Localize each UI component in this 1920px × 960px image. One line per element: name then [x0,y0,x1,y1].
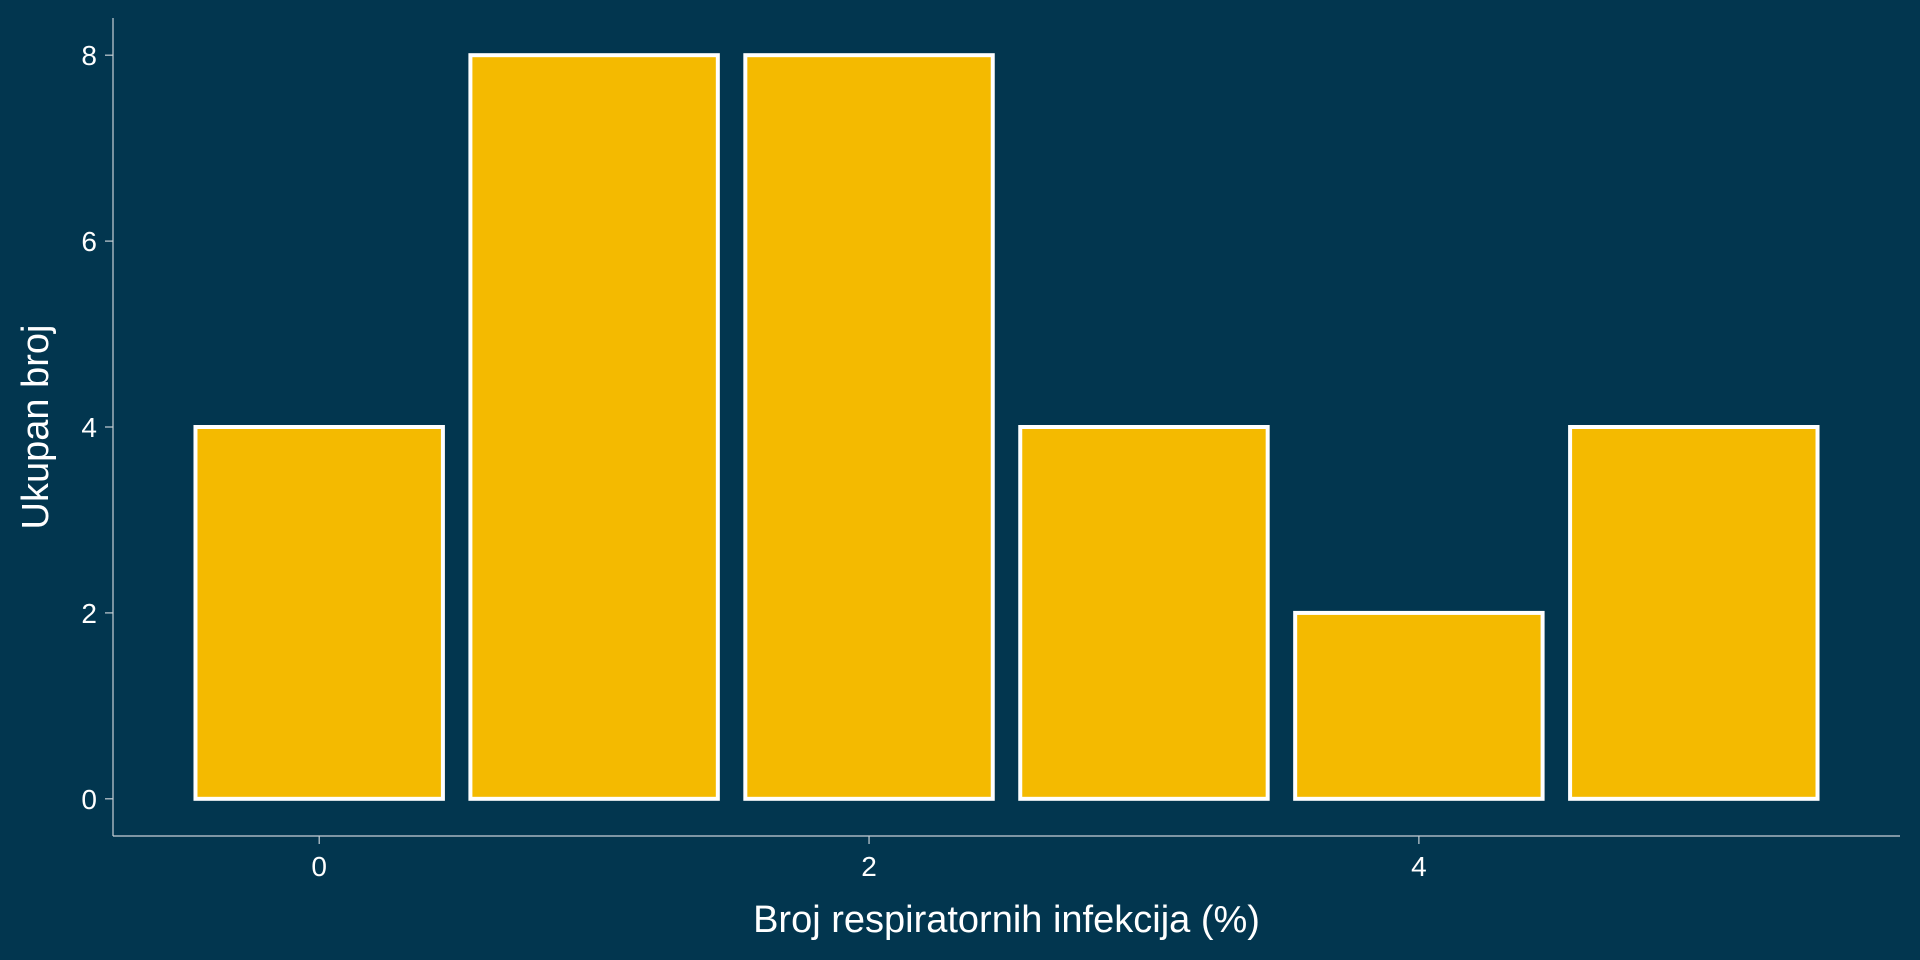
x-tick-label: 4 [1411,851,1427,882]
x-ticks: 0 2 4 [311,836,1427,882]
bar-1 [468,53,720,801]
bar-2 [743,53,995,801]
y-ticks: 0 2 4 6 8 [81,40,113,815]
bar-3 [1018,425,1270,801]
y-tick-label: 8 [81,40,97,71]
bars-layer [193,53,1820,801]
x-axis-title: Broj respiratornih infekcija (%) [753,899,1260,941]
y-tick-label: 4 [81,412,97,443]
bar-5 [1568,425,1820,801]
y-tick-label: 2 [81,598,97,629]
x-tick-label: 2 [861,851,877,882]
y-tick-label: 0 [81,784,97,815]
x-tick-label: 0 [311,851,327,882]
y-axis-title: Ukupan broj [15,325,57,530]
y-tick-label: 6 [81,226,97,257]
bar-4 [1293,610,1545,801]
bar-0 [193,425,445,801]
